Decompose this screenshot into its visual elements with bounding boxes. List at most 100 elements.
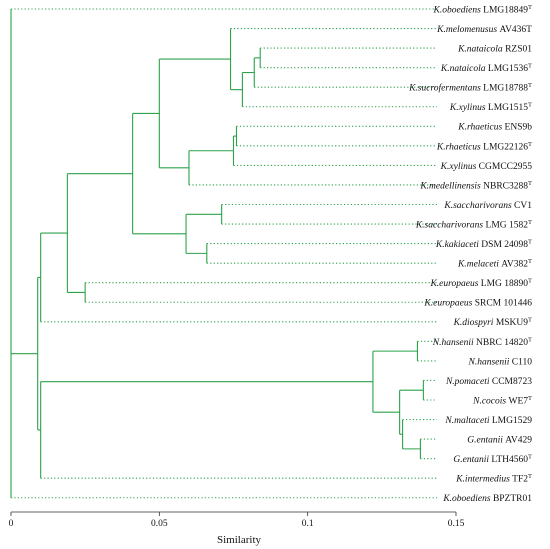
leaf-type-strain-mark: T — [528, 141, 532, 148]
leaf-label: K.oboediens BPZTR01 — [442, 494, 532, 504]
leaf-strain: NBRC 14820 — [476, 338, 528, 348]
leaf-species: K.rhaeticus — [457, 123, 504, 133]
leaf-type-strain-mark: T — [528, 82, 532, 89]
tree-branches — [10, 8, 437, 499]
leaf-strain: CGMCC2955 — [479, 162, 533, 172]
leaf-strain: TF2 — [512, 475, 528, 485]
leaf-species: K.europaeus — [423, 299, 474, 309]
leaf-strain: LTH4560 — [491, 455, 528, 465]
leaf-strain: WE7 — [508, 396, 528, 406]
axis-title: Similarity — [217, 534, 262, 546]
leaf-strain: AV382 — [501, 260, 528, 270]
leaf-species: N.maltaceti — [444, 416, 491, 426]
leaf-label: K.nataicola RZS01 — [457, 45, 532, 55]
leaf-strain: SRCM 101446 — [475, 299, 533, 309]
axis-tick-label: 0.1 — [302, 519, 314, 529]
leaf-strain: AV436T — [499, 25, 532, 35]
leaf-species: K.nataicola — [440, 64, 488, 74]
leaf-type-strain-mark: T — [528, 454, 532, 461]
leaf-species: K.saccharivorans — [443, 201, 514, 211]
leaf-species: K.xylinus — [449, 103, 488, 113]
leaf-species: K.oboediens — [433, 5, 484, 15]
leaf-strain: LMG1536 — [488, 64, 528, 74]
leaf-species: K.oboediens — [442, 494, 493, 504]
leaf-label: K.nataicola LMG1536T — [440, 63, 532, 75]
leaf-strain: AV429 — [505, 436, 532, 446]
leaf-strain: CCM8723 — [492, 377, 532, 387]
leaf-type-strain-mark: T — [528, 102, 532, 109]
leaf-label: K.sucrofermentans LMG18788T — [408, 82, 532, 94]
leaf-label: K.melaceti AV382T — [457, 258, 532, 270]
leaf-label: K.intermedius TF2T — [455, 473, 532, 485]
leaf-strain: NBRC3288 — [483, 181, 528, 191]
leaf-type-strain-mark: T — [528, 395, 532, 402]
leaf-species: N.cocois — [472, 396, 508, 406]
leaf-label: N.pomaceti CCM8723 — [445, 377, 532, 387]
leaf-label: N.cocois WE7T — [472, 395, 532, 407]
leaf-strain: LMG 1582 — [486, 220, 529, 230]
leaf-species: G.entanii — [467, 436, 505, 446]
leaf-species: N.pomaceti — [445, 377, 492, 387]
leaf-label: K.xylinus CGMCC2955 — [440, 162, 533, 172]
leaf-label: K.saccharivorans LMG 1582T — [415, 219, 532, 231]
leaf-strain: CV1 — [514, 201, 532, 211]
leaf-strain: LMG 18890 — [481, 279, 528, 289]
leaf-label: K.rhaeticus LMG22126T — [436, 141, 532, 153]
leaf-type-strain-mark: T — [528, 317, 532, 324]
leaf-species: K.xylinus — [440, 162, 479, 172]
leaf-strain: LMG18788 — [483, 84, 528, 94]
leaf-type-strain-mark: T — [528, 219, 532, 226]
leaf-strain: MSKU9 — [496, 318, 528, 328]
leaf-label: K.europaeus SRCM 101446 — [423, 299, 532, 309]
axis-tick-label: 0 — [9, 519, 14, 529]
leaf-strain: RZS01 — [505, 45, 532, 55]
leaf-species: K.nataicola — [457, 45, 505, 55]
leaf-species: K.melaceti — [457, 260, 501, 270]
leaf-species: K.medellinensis — [419, 181, 483, 191]
leaf-label: K.europaeus LMG 18890T — [429, 278, 532, 290]
leaf-type-strain-mark: T — [528, 258, 532, 265]
leaf-species: K.kakiaceti — [435, 240, 481, 250]
leaf-type-strain-mark: T — [528, 336, 532, 343]
leaf-label: K.medellinensis NBRC3288T — [419, 180, 532, 192]
leaf-strain: C110 — [512, 357, 532, 367]
leaf-species: N.hansenii — [432, 338, 476, 348]
leaf-species: K.intermedius — [455, 475, 512, 485]
leaf-label: N.maltaceti LMG1529 — [444, 416, 532, 426]
leaf-label: N.hansenii NBRC 14820T — [432, 336, 532, 348]
axis-tick-label: 0.15 — [448, 519, 465, 529]
leaf-species: G.entanii — [453, 455, 491, 465]
leaf-strain: LMG22126 — [483, 142, 528, 152]
leaf-species: K.saccharivorans — [415, 220, 486, 230]
leaf-label: K.kakiaceti DSM 24098T — [435, 239, 532, 251]
axis-tick-label: 0.05 — [151, 519, 168, 529]
leaf-strain: BPZTR01 — [493, 494, 532, 504]
leaf-label: K.saccharivorans CV1 — [443, 201, 532, 211]
leaf-label: G.entanii AV429 — [467, 436, 532, 446]
leaf-strain: DSM 24098 — [481, 240, 528, 250]
axis-ticks: 0 0.05 0.1 0.15 — [9, 512, 465, 529]
leaf-strain: ENS9b — [505, 123, 533, 133]
leaf-species: K.melomenusus — [436, 25, 499, 35]
leaf-label: K.oboediens LMG18849T — [433, 4, 532, 16]
leaf-label: K.rhaeticus ENS9b — [457, 123, 532, 133]
leaf-type-strain-mark: T — [528, 4, 532, 11]
leaf-type-strain-mark: T — [528, 239, 532, 246]
similarity-axis: 0 0.05 0.1 0.15 Similarity — [9, 511, 465, 546]
leaf-species: K.rhaeticus — [436, 142, 483, 152]
leaf-label: N.hansenii C110 — [467, 357, 532, 367]
leaf-species: K.europaeus — [429, 279, 480, 289]
leaf-type-strain-mark: T — [528, 63, 532, 70]
leaf-type-strain-mark: T — [528, 473, 532, 480]
leaf-strain: LMG18849 — [483, 5, 528, 15]
leaf-label: K.xylinus LMG1515T — [449, 102, 532, 114]
leaf-strain: LMG1529 — [492, 416, 532, 426]
leaf-label: K.diospyri MSKU9T — [453, 317, 532, 329]
leaf-label: G.entanii LTH4560T — [453, 454, 532, 466]
leaf-species: K.sucrofermentans — [408, 83, 483, 94]
leaf-strain: LMG1515 — [488, 103, 528, 113]
leaf-type-strain-mark: T — [528, 180, 532, 187]
leaf-species: K.diospyri — [453, 318, 496, 328]
